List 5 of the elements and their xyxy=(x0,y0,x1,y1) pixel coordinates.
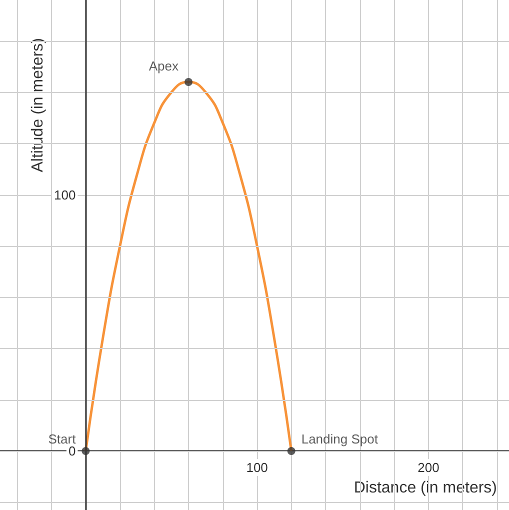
annotation: Landing Spot xyxy=(301,432,378,447)
y-axis-title: Altitude (in meters) xyxy=(30,38,46,172)
x-tick-label: 200 xyxy=(418,460,440,476)
y-tick-label: 0 xyxy=(68,444,76,459)
annotation: Apex xyxy=(148,58,180,74)
